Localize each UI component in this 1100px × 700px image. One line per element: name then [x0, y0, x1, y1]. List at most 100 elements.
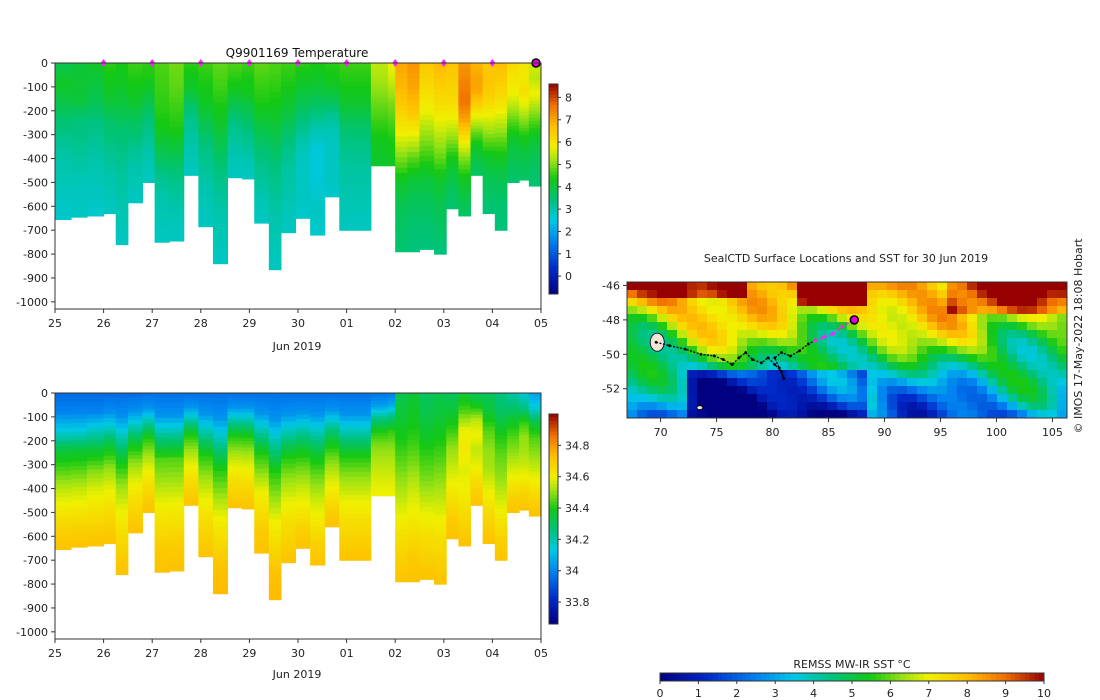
temperature-cell [494, 202, 508, 208]
temperature-cell [434, 147, 447, 154]
salinity-cell [254, 437, 270, 443]
salinity-cell [407, 413, 420, 420]
sst-cell [797, 378, 808, 387]
temperature-cell [127, 94, 143, 99]
salinity-cell [154, 417, 170, 424]
salinity-cell [87, 460, 105, 466]
temperature-cell [154, 222, 170, 228]
salinity-cell [506, 489, 520, 494]
salinity-colorbar-segment [549, 473, 558, 478]
temperature-cell [387, 63, 396, 67]
salinity-cell [169, 536, 185, 542]
salinity-cell [154, 537, 170, 543]
salinity-cell [154, 402, 170, 409]
salinity-cell [280, 501, 297, 507]
temperature-cell [268, 217, 282, 225]
temperature-cell [169, 92, 185, 99]
temperature-cell [55, 110, 72, 116]
salinity-cell [87, 405, 105, 411]
temperature-cell [339, 137, 357, 143]
temperature-cell [434, 238, 447, 245]
salinity-cell [395, 534, 408, 541]
temperature-cell [446, 79, 459, 84]
salinity-cell [169, 546, 185, 552]
salinity-cell [370, 467, 389, 471]
salinity-cell [142, 432, 156, 437]
temperature-cell [154, 72, 170, 79]
salinity-cell [528, 495, 541, 500]
temperature-cell [268, 258, 282, 265]
temperature-cell [103, 188, 117, 194]
salinity-cell [395, 429, 408, 436]
temperature-cell [87, 147, 105, 153]
sst-colorbar-segment [708, 673, 714, 681]
temperature-colorbar-segment [549, 143, 558, 148]
temperature-cell [310, 144, 326, 150]
temperature-cell [198, 153, 214, 160]
salinity-cell [324, 396, 340, 402]
sst-cell [877, 370, 888, 379]
salinity-cell [387, 450, 396, 454]
sst-cell [907, 410, 918, 418]
salinity-colorbar-label: 33.8 [565, 596, 590, 609]
temperature-cell [470, 144, 484, 148]
temperature-cell [324, 181, 340, 187]
salinity-cell [370, 412, 389, 417]
salinity-cell [446, 429, 459, 435]
sst-cell [847, 410, 858, 418]
salinity-cell [55, 540, 72, 546]
salinity-cell [212, 504, 229, 511]
temperature-cell [339, 188, 357, 194]
sst-cell [767, 402, 778, 411]
temperature-cell [407, 178, 420, 185]
temperature-cell [142, 145, 156, 150]
salinity-cell [395, 419, 408, 426]
salinity-cell [419, 548, 435, 555]
sst-cell [947, 290, 958, 299]
salinity-cell [268, 536, 282, 543]
salinity-ytick-label: -300 [23, 459, 48, 472]
sst-cell [847, 386, 858, 395]
temperature-cell [198, 112, 214, 119]
sst-cell [897, 386, 908, 395]
sst-cell [677, 370, 688, 379]
salinity-cell [310, 416, 326, 423]
temperature-cell [212, 213, 229, 220]
temperature-cell [242, 69, 255, 74]
track-point [712, 354, 716, 358]
temperature-cell [387, 102, 396, 107]
sst-cell [627, 338, 638, 347]
sst-cell [627, 362, 638, 371]
temperature-cell [295, 84, 311, 90]
salinity-cell [470, 461, 484, 466]
salinity-cell [387, 395, 396, 400]
sst-cell [1057, 330, 1067, 339]
salinity-colorbar-segment [549, 466, 558, 471]
salinity-cell [295, 492, 311, 498]
salinity-cell [494, 425, 508, 431]
salinity-cell [227, 424, 243, 429]
temperature-cell [310, 191, 326, 198]
sst-cell [787, 338, 798, 347]
salinity-cell [183, 489, 199, 494]
temperature-cell [387, 80, 396, 84]
salinity-cell [268, 427, 282, 434]
salinity-cell [280, 444, 297, 451]
salinity-cell [295, 505, 311, 511]
temperature-cell [154, 87, 170, 94]
salinity-cell [446, 405, 459, 410]
salinity-cell [127, 404, 143, 410]
temperature-cell [142, 135, 156, 140]
temperature-cell [494, 183, 508, 189]
salinity-cell [482, 405, 496, 411]
temperature-cell [528, 83, 541, 88]
salinity-cell [482, 526, 496, 532]
temperature-cell [127, 105, 143, 111]
temperature-cell [324, 159, 340, 164]
salinity-cell [55, 488, 72, 494]
temperature-cell [494, 179, 508, 185]
salinity-cell [387, 470, 396, 474]
salinity-cell [339, 411, 357, 417]
salinity-cell [154, 437, 170, 444]
salinity-ytick-label: -900 [23, 602, 48, 615]
